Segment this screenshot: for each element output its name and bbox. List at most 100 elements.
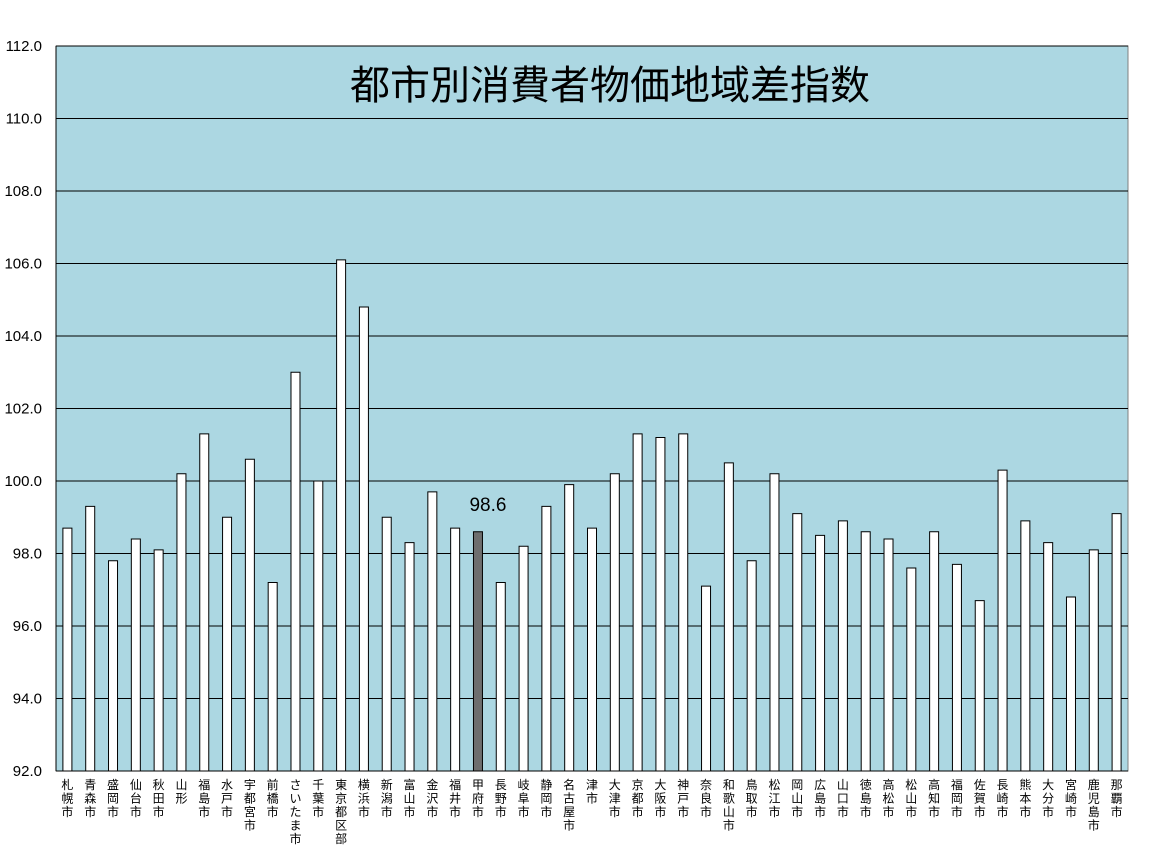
bar — [1065, 596, 1076, 772]
x-tick-label: 福島市 — [198, 777, 210, 819]
x-tick-label: 盛岡市 — [107, 777, 119, 819]
bar — [541, 505, 552, 772]
bar — [381, 516, 392, 772]
x-tick-label: 山形 — [175, 778, 187, 806]
y-tick-label: 104.0 — [4, 328, 42, 345]
x-tick-label: 佐賀市 — [974, 778, 986, 819]
bar — [837, 520, 848, 772]
x-tick-label: 新潟市 — [381, 777, 393, 819]
x-tick-label: 松山市 — [905, 778, 917, 819]
bar — [906, 567, 917, 772]
bar — [701, 585, 712, 772]
x-tick-label: 名古屋市 — [563, 777, 575, 833]
x-tick-label: 長野市 — [495, 778, 507, 819]
x-tick-label: 福岡市 — [951, 777, 963, 819]
x-tick-label: 大分市 — [1042, 778, 1054, 819]
x-tick-label: 広島市 — [814, 778, 826, 819]
bar — [427, 491, 438, 772]
bar — [290, 371, 301, 772]
x-tick-label: 東京都区部 — [335, 778, 347, 846]
x-tick-label: 鹿児島市 — [1088, 777, 1100, 833]
bar — [929, 531, 940, 772]
x-tick-label: 青森市 — [84, 778, 96, 819]
x-tick-label: さいたま市 — [289, 778, 301, 846]
bar — [1020, 520, 1031, 772]
x-tick-label: 高松市 — [883, 777, 895, 819]
x-tick-label: 山口市 — [837, 778, 849, 819]
y-tick-label: 110.0 — [6, 111, 42, 128]
x-tick-label: 富山市 — [404, 777, 416, 819]
bar — [267, 582, 278, 772]
bar — [723, 462, 734, 772]
y-axis-ticks: 92.0 94.0 96.0 98.0 100.0 102.0 104.0 106.0 108.… — [4, 38, 42, 780]
x-tick-label: 前橋市 — [267, 777, 279, 819]
bar — [176, 473, 187, 772]
bar — [199, 433, 210, 772]
bar — [974, 600, 985, 772]
bar — [769, 473, 780, 772]
y-tick-label: 94.0 — [13, 691, 42, 708]
x-tick-label: 松江市 — [768, 778, 780, 819]
bar — [587, 527, 597, 772]
bar — [951, 563, 962, 772]
bar — [130, 538, 141, 772]
bar — [1111, 513, 1122, 772]
bar — [222, 516, 233, 772]
y-tick-label: 100.0 — [4, 473, 42, 490]
bar — [792, 513, 803, 772]
x-tick-label: 横浜市 — [358, 778, 370, 819]
x-tick-label: 那覇市 — [1111, 778, 1123, 819]
x-tick-label: 金沢市 — [426, 777, 438, 819]
bar — [495, 582, 506, 772]
bar — [564, 484, 575, 772]
bar — [997, 469, 1008, 772]
bar — [632, 433, 643, 772]
bar — [450, 527, 461, 772]
x-tick-label: 大阪市 — [654, 778, 666, 819]
x-tick-label: 静岡市 — [540, 778, 552, 819]
bar — [62, 527, 73, 772]
y-tick-label: 92.0 — [13, 763, 42, 780]
bar — [655, 437, 666, 772]
x-tick-label: 札幌市 — [61, 778, 73, 819]
bar — [678, 433, 689, 772]
bar — [336, 259, 347, 772]
bar — [815, 534, 826, 772]
chart-title: 都市別消費者物価地域差指数 — [350, 63, 870, 109]
bar — [518, 545, 529, 772]
bar — [108, 560, 119, 772]
y-tick-label: 112.0 — [6, 38, 42, 55]
x-tick-label: 鳥取市 — [746, 777, 758, 819]
y-tick-label: 106.0 — [4, 256, 42, 273]
x-tick-label: 秋田市 — [153, 778, 165, 819]
x-tick-label: 高知市 — [928, 777, 940, 819]
x-tick-label: 宇都宮市 — [244, 778, 256, 833]
gridlines — [55, 45, 1128, 772]
x-tick-label: 千葉市 — [312, 778, 324, 819]
x-tick-label: 徳島市 — [860, 777, 872, 819]
x-tick-label: 長崎市 — [997, 778, 1009, 819]
x-tick-label: 岡山市 — [791, 778, 803, 819]
data-labels: 98.6 — [469, 495, 506, 516]
x-tick-label: 水戸市 — [221, 778, 233, 819]
y-tick-label: 98.0 — [13, 546, 42, 563]
x-axis-labels: 札幌市青森市盛岡市仙台市秋田市山形福島市水戸市宇都宮市前橋市さいたま市千葉市東京… — [61, 777, 1122, 846]
bar — [746, 560, 757, 772]
bar — [472, 531, 483, 772]
bar — [609, 473, 620, 772]
bar — [404, 542, 415, 772]
x-tick-label: 福井市 — [449, 777, 461, 819]
data-label: 98.6 — [469, 495, 506, 516]
y-tick-label: 102.0 — [4, 401, 42, 418]
bar — [313, 480, 324, 772]
bar — [1088, 549, 1099, 772]
bars — [62, 259, 1122, 772]
bar — [358, 306, 369, 772]
x-tick-label: 熊本市 — [1019, 777, 1031, 819]
bar — [244, 458, 255, 772]
x-tick-label: 津市 — [586, 778, 598, 806]
x-tick-label: 岐阜市 — [518, 778, 530, 819]
x-tick-label: 甲府市 — [472, 778, 484, 819]
